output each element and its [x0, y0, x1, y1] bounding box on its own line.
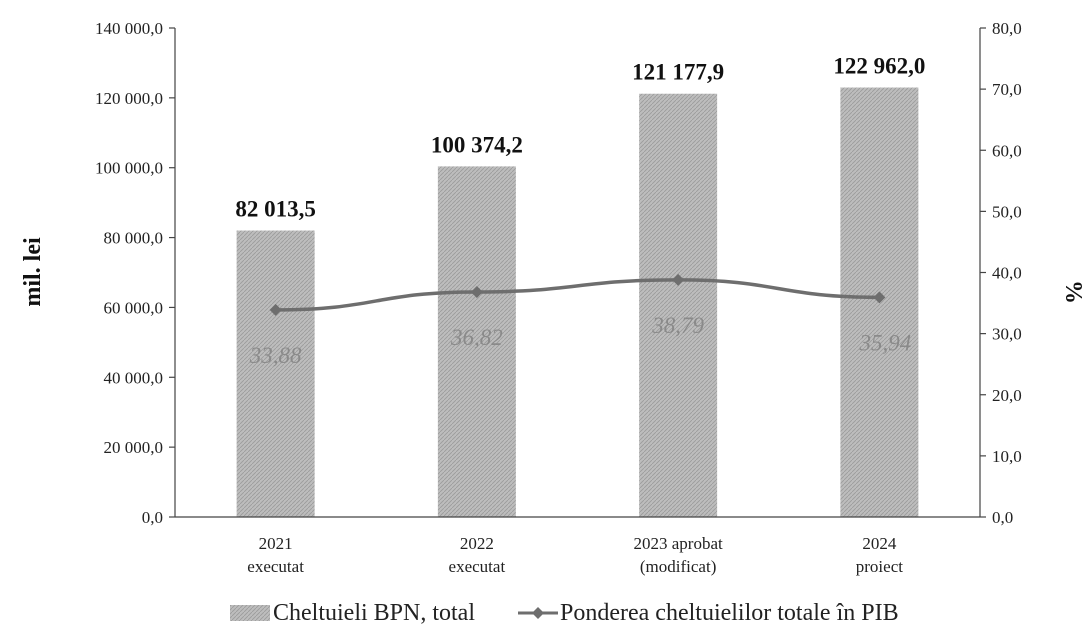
bar — [236, 230, 315, 517]
line-data-label: 33,88 — [249, 343, 302, 368]
x-tick-label: 2023 aprobat (modificat) — [634, 534, 724, 576]
right-tick-label: 10,0 — [992, 447, 1022, 466]
line-data-label: 36,82 — [450, 325, 503, 350]
bar — [639, 93, 718, 517]
legend-line-marker — [532, 607, 544, 619]
line-data-label: 35,94 — [859, 330, 912, 355]
bar — [437, 166, 516, 517]
right-tick-label: 20,0 — [992, 386, 1022, 405]
right-tick-label: 0,0 — [992, 508, 1013, 527]
series-line — [275, 278, 880, 312]
left-tick-label: 20 000,0 — [104, 438, 164, 457]
line-data-label: 38,79 — [651, 313, 704, 338]
legend-bar-swatch — [230, 605, 270, 621]
x-tick-label: 2021 executat — [247, 534, 304, 576]
right-y-axis: 0,0 10,0 20,0 30,0 40,0 50,0 60,0 70,0 80,0 — [979, 19, 1022, 527]
right-tick-label: 60,0 — [992, 141, 1022, 160]
left-tick-label: 60 000,0 — [104, 298, 164, 317]
bar-series: 82 013,5 100 374,2 121 177,9 122 962,0 — [235, 54, 925, 518]
bar-data-label: 122 962,0 — [833, 54, 925, 79]
line-point — [269, 303, 282, 316]
legend: Cheltuieli BPN, total Ponderea cheltuiel… — [230, 600, 899, 626]
bar-data-label: 82 013,5 — [235, 197, 316, 222]
line-series: 33,88 36,82 38,79 35,94 — [249, 273, 912, 368]
x-tick-label: 2024 proiect — [856, 534, 903, 576]
x-tick-label: 2022 executat — [449, 534, 506, 576]
left-tick-label: 120 000,0 — [95, 89, 163, 108]
right-tick-label: 30,0 — [992, 325, 1022, 344]
line-point — [672, 273, 685, 286]
left-tick-label: 100 000,0 — [95, 159, 163, 178]
right-tick-label: 70,0 — [992, 80, 1022, 99]
left-y-axis: 0,0 20 000,0 40 000,0 60 000,0 80 000,0 100 0… — [95, 19, 176, 527]
line-point — [873, 291, 886, 304]
bar-data-label: 121 177,9 — [632, 60, 724, 85]
right-tick-label: 80,0 — [992, 19, 1022, 38]
left-tick-label: 40 000,0 — [104, 368, 164, 387]
line-point — [470, 285, 483, 298]
left-axis-title: mil. lei — [20, 237, 46, 307]
legend-line-label: Ponderea cheltuielilor totale în PIB — [560, 600, 899, 626]
legend-bar-label: Cheltuieli BPN, total — [273, 600, 475, 626]
x-axis: 2021 executat 2022 executat 2023 aprobat (mod… — [175, 516, 980, 576]
bar-data-label: 100 374,2 — [431, 132, 523, 157]
left-tick-label: 0,0 — [142, 508, 163, 527]
left-tick-label: 80 000,0 — [104, 229, 164, 248]
right-tick-label: 50,0 — [992, 202, 1022, 221]
right-tick-label: 40,0 — [992, 264, 1022, 283]
left-tick-label: 140 000,0 — [95, 19, 163, 38]
right-axis-title: % — [1060, 280, 1086, 304]
